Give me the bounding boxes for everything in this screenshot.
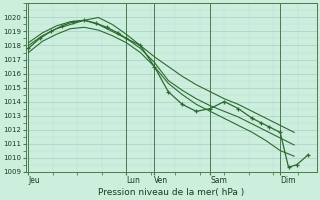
X-axis label: Pression niveau de la mer( hPa ): Pression niveau de la mer( hPa ) xyxy=(98,188,244,197)
